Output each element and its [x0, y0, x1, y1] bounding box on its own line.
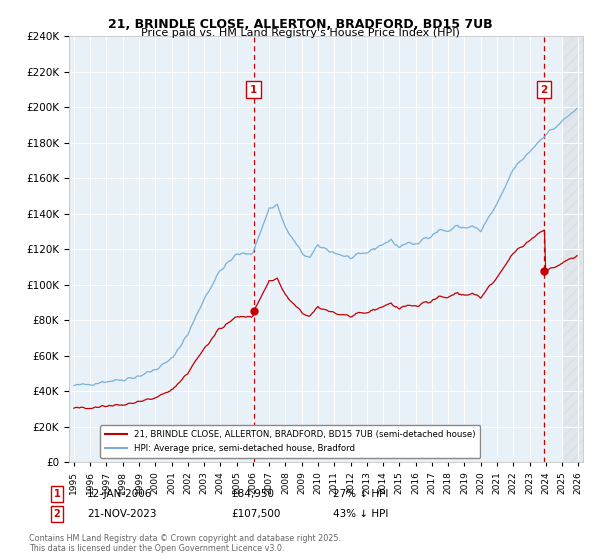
- Legend: 21, BRINDLE CLOSE, ALLERTON, BRADFORD, BD15 7UB (semi-detached house), HPI: Aver: 21, BRINDLE CLOSE, ALLERTON, BRADFORD, B…: [100, 425, 480, 458]
- Text: 12-JAN-2006: 12-JAN-2006: [87, 489, 152, 499]
- Text: 1: 1: [250, 85, 257, 95]
- Text: 2: 2: [53, 509, 61, 519]
- Bar: [562, 36, 583, 462]
- Text: 21-NOV-2023: 21-NOV-2023: [87, 509, 157, 519]
- Text: Contains HM Land Registry data © Crown copyright and database right 2025.
This d: Contains HM Land Registry data © Crown c…: [29, 534, 341, 553]
- Text: £84,950: £84,950: [231, 489, 274, 499]
- Text: Price paid vs. HM Land Registry's House Price Index (HPI): Price paid vs. HM Land Registry's House …: [140, 28, 460, 38]
- Text: £107,500: £107,500: [231, 509, 280, 519]
- Text: 21, BRINDLE CLOSE, ALLERTON, BRADFORD, BD15 7UB: 21, BRINDLE CLOSE, ALLERTON, BRADFORD, B…: [107, 18, 493, 31]
- Text: 1: 1: [53, 489, 61, 499]
- Text: 43% ↓ HPI: 43% ↓ HPI: [333, 509, 388, 519]
- Text: 27% ↓ HPI: 27% ↓ HPI: [333, 489, 388, 499]
- Text: 2: 2: [541, 85, 548, 95]
